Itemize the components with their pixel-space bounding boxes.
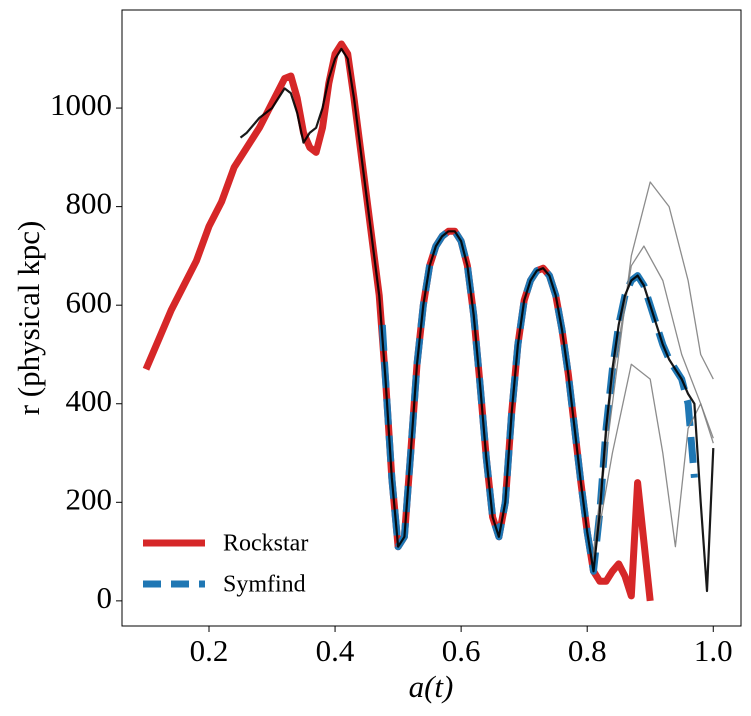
series-line [378, 227, 698, 575]
x-tick-label: 0.8 [568, 633, 607, 668]
series-line [592, 181, 714, 552]
legend-label: Symfind [223, 572, 306, 598]
x-axis-label: a(t) [409, 669, 454, 704]
y-tick-label: 200 [66, 481, 113, 516]
axes-frame [121, 9, 742, 627]
y-tick-label: 800 [66, 186, 113, 221]
y-tick-label: 600 [66, 284, 113, 319]
x-tick-label: 1.0 [694, 633, 733, 668]
plot-area [142, 40, 715, 602]
x-tick-label: 0.4 [316, 633, 355, 668]
y-tick-label: 0 [97, 580, 113, 615]
legend-label: Rockstar [223, 531, 308, 557]
y-tick-label: 1000 [50, 87, 112, 122]
series-line [592, 245, 714, 557]
x-tick-label: 0.2 [190, 633, 229, 668]
y-axis-label: r (physical kpc) [11, 221, 46, 416]
series-line [239, 47, 715, 593]
y-tick-label: 400 [66, 383, 113, 418]
x-tick-label: 0.6 [442, 633, 481, 668]
series-line [592, 363, 714, 562]
